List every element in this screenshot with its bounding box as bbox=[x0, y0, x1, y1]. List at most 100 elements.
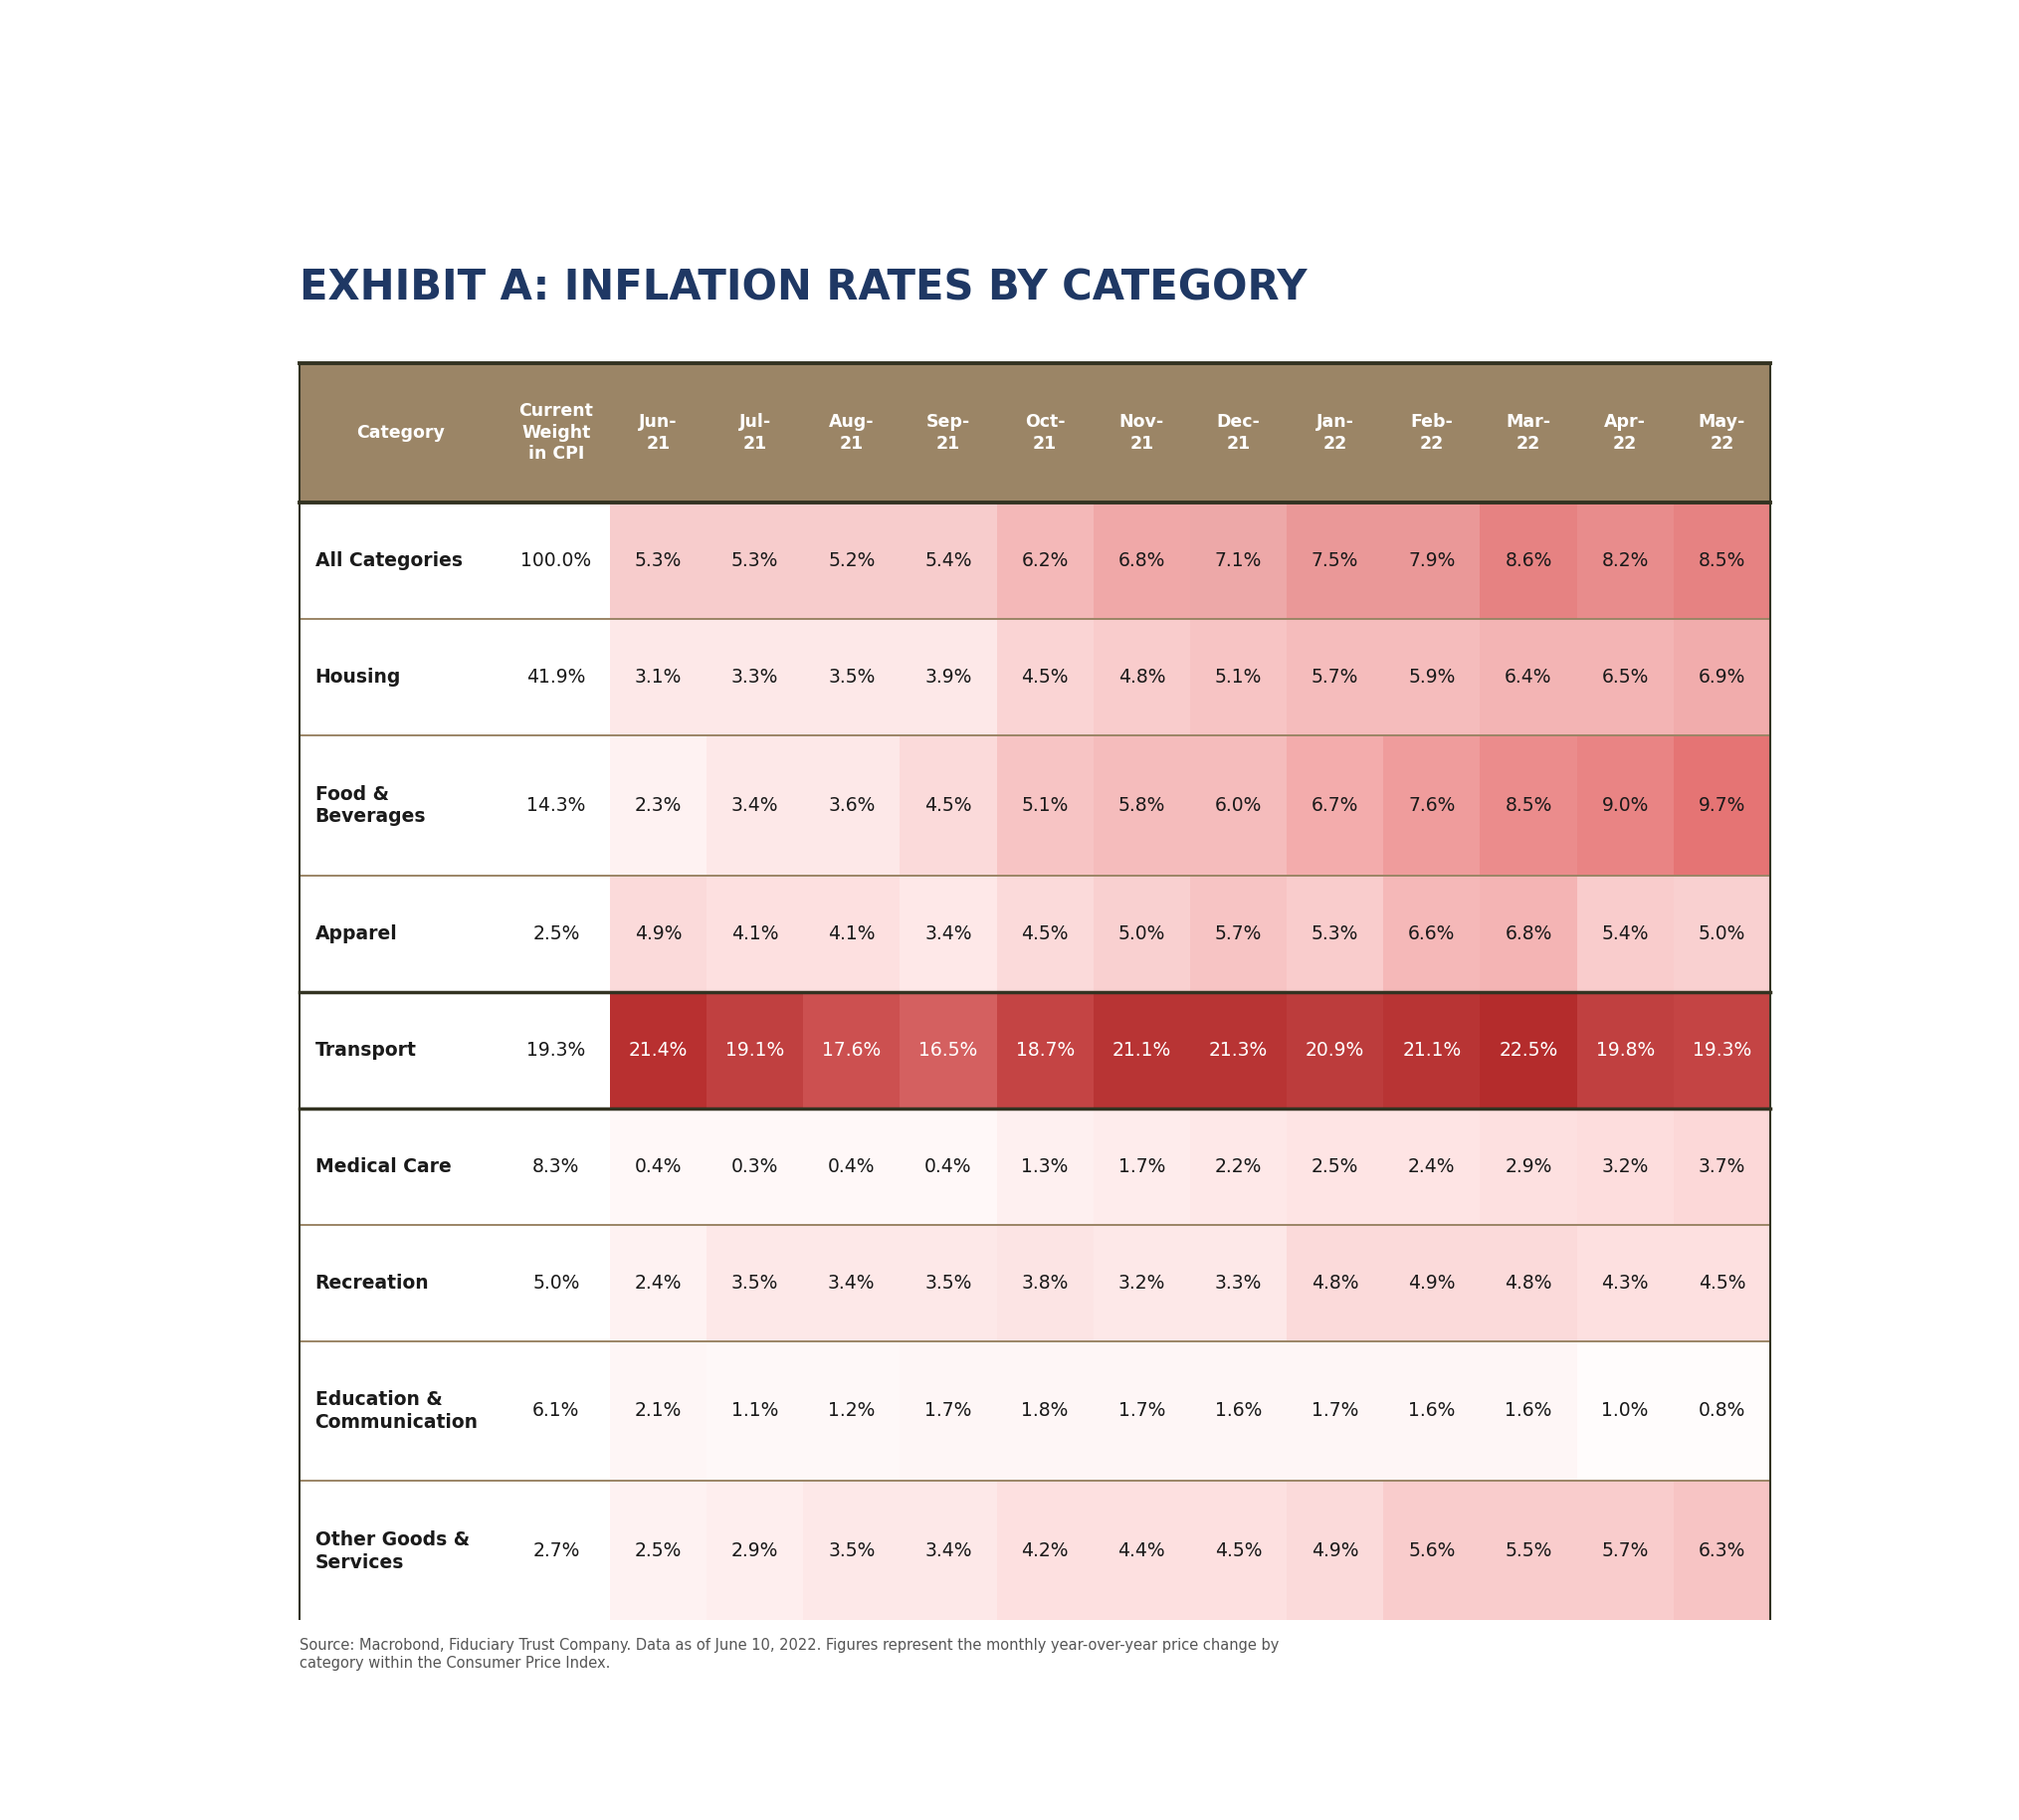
Bar bbox=[1189, 1481, 1286, 1622]
Text: 6.0%: 6.0% bbox=[1215, 795, 1262, 815]
Text: 2.4%: 2.4% bbox=[634, 1274, 682, 1292]
Text: 3.3%: 3.3% bbox=[731, 668, 779, 686]
Bar bbox=[900, 1481, 997, 1622]
Text: Feb-
22: Feb- 22 bbox=[1411, 413, 1454, 453]
Text: 19.3%: 19.3% bbox=[527, 1041, 586, 1059]
Bar bbox=[804, 1341, 900, 1481]
Bar bbox=[1674, 1341, 1771, 1481]
Bar bbox=[1094, 502, 1189, 619]
Bar bbox=[997, 362, 1094, 502]
Text: 3.4%: 3.4% bbox=[828, 1274, 874, 1292]
Bar bbox=[1286, 362, 1383, 502]
Text: 3.2%: 3.2% bbox=[1119, 1274, 1165, 1292]
Text: 5.4%: 5.4% bbox=[1601, 925, 1650, 943]
Text: 3.5%: 3.5% bbox=[925, 1274, 971, 1292]
Bar bbox=[707, 992, 804, 1108]
Bar bbox=[900, 735, 997, 875]
Bar bbox=[1674, 362, 1771, 502]
Text: 5.3%: 5.3% bbox=[634, 551, 682, 570]
Bar bbox=[299, 362, 503, 502]
Text: 16.5%: 16.5% bbox=[919, 1041, 977, 1059]
Bar bbox=[1480, 992, 1577, 1108]
Bar bbox=[503, 1341, 610, 1481]
Text: 3.5%: 3.5% bbox=[731, 1274, 779, 1292]
Text: Jun-
21: Jun- 21 bbox=[638, 413, 678, 453]
Text: 6.6%: 6.6% bbox=[1407, 925, 1456, 943]
Text: 6.2%: 6.2% bbox=[1022, 551, 1068, 570]
Text: 1.2%: 1.2% bbox=[828, 1401, 874, 1420]
Bar bbox=[610, 992, 707, 1108]
Bar bbox=[1383, 992, 1480, 1108]
Text: 3.7%: 3.7% bbox=[1698, 1158, 1744, 1176]
Bar bbox=[707, 875, 804, 992]
Text: 21.1%: 21.1% bbox=[1403, 1041, 1462, 1059]
Text: 3.3%: 3.3% bbox=[1215, 1274, 1262, 1292]
Text: 4.1%: 4.1% bbox=[731, 925, 779, 943]
Text: 3.2%: 3.2% bbox=[1601, 1158, 1650, 1176]
Bar bbox=[1383, 362, 1480, 502]
Bar bbox=[1383, 502, 1480, 619]
Bar bbox=[900, 1341, 997, 1481]
Bar bbox=[1286, 1108, 1383, 1225]
Bar bbox=[900, 502, 997, 619]
Bar bbox=[707, 1481, 804, 1622]
Bar bbox=[1674, 1108, 1771, 1225]
Bar bbox=[1189, 1341, 1286, 1481]
Text: 21.3%: 21.3% bbox=[1209, 1041, 1268, 1059]
Text: May-
22: May- 22 bbox=[1698, 413, 1744, 453]
Bar bbox=[299, 619, 503, 735]
Bar bbox=[1383, 1481, 1480, 1622]
Text: 8.5%: 8.5% bbox=[1504, 795, 1553, 815]
Text: 1.7%: 1.7% bbox=[1119, 1158, 1165, 1176]
Text: 5.4%: 5.4% bbox=[925, 551, 971, 570]
Bar bbox=[1189, 619, 1286, 735]
Text: 0.4%: 0.4% bbox=[828, 1158, 874, 1176]
Text: 8.5%: 8.5% bbox=[1698, 551, 1744, 570]
Text: 4.9%: 4.9% bbox=[1407, 1274, 1456, 1292]
Text: 6.8%: 6.8% bbox=[1504, 925, 1553, 943]
Text: 1.7%: 1.7% bbox=[1119, 1401, 1165, 1420]
Text: EXHIBIT A: INFLATION RATES BY CATEGORY: EXHIBIT A: INFLATION RATES BY CATEGORY bbox=[299, 268, 1306, 309]
Bar bbox=[900, 619, 997, 735]
Text: 7.1%: 7.1% bbox=[1215, 551, 1262, 570]
Bar bbox=[503, 502, 610, 619]
Bar bbox=[503, 1225, 610, 1341]
Bar bbox=[900, 1225, 997, 1341]
Bar bbox=[900, 875, 997, 992]
Text: Other Goods &
Services: Other Goods & Services bbox=[315, 1531, 468, 1572]
Text: 8.6%: 8.6% bbox=[1504, 551, 1553, 570]
Text: 5.1%: 5.1% bbox=[1215, 668, 1262, 686]
Text: 3.4%: 3.4% bbox=[925, 1542, 971, 1560]
Text: 4.5%: 4.5% bbox=[925, 795, 971, 815]
Bar bbox=[503, 875, 610, 992]
Text: 22.5%: 22.5% bbox=[1498, 1041, 1559, 1059]
Text: Housing: Housing bbox=[315, 668, 402, 686]
Text: 4.5%: 4.5% bbox=[1022, 668, 1068, 686]
Bar bbox=[804, 619, 900, 735]
Text: 20.9%: 20.9% bbox=[1306, 1041, 1365, 1059]
Bar bbox=[1577, 735, 1674, 875]
Bar bbox=[1577, 619, 1674, 735]
Text: 7.5%: 7.5% bbox=[1312, 551, 1359, 570]
Text: Source: Macrobond, Fiduciary Trust Company. Data as of June 10, 2022. Figures re: Source: Macrobond, Fiduciary Trust Compa… bbox=[299, 1638, 1278, 1671]
Text: 5.2%: 5.2% bbox=[828, 551, 874, 570]
Text: 2.2%: 2.2% bbox=[1215, 1158, 1262, 1176]
Bar bbox=[1094, 362, 1189, 502]
Text: 8.2%: 8.2% bbox=[1601, 551, 1650, 570]
Bar bbox=[610, 1341, 707, 1481]
Bar bbox=[707, 1108, 804, 1225]
Bar bbox=[1286, 1341, 1383, 1481]
Text: 1.6%: 1.6% bbox=[1215, 1401, 1262, 1420]
Bar bbox=[707, 735, 804, 875]
Text: 5.8%: 5.8% bbox=[1119, 795, 1165, 815]
Bar bbox=[997, 502, 1094, 619]
Text: 1.7%: 1.7% bbox=[925, 1401, 971, 1420]
Text: Recreation: Recreation bbox=[315, 1274, 428, 1292]
Bar bbox=[997, 735, 1094, 875]
Bar bbox=[1577, 362, 1674, 502]
Bar bbox=[1480, 1481, 1577, 1622]
Text: Current
Weight
in CPI: Current Weight in CPI bbox=[519, 402, 594, 462]
Bar bbox=[299, 502, 503, 619]
Bar bbox=[1094, 1341, 1189, 1481]
Bar bbox=[997, 1341, 1094, 1481]
